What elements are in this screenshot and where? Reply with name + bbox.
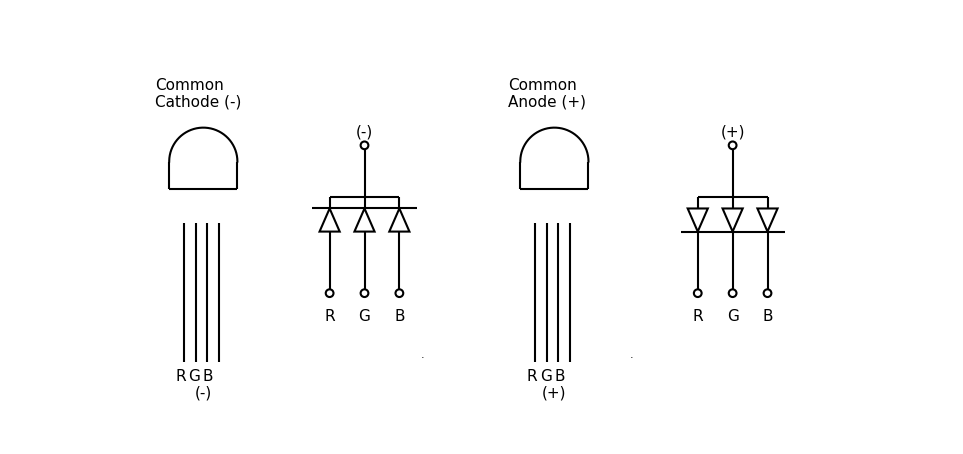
Text: (-): (-) [356,124,373,139]
Text: .: . [630,350,634,360]
Text: (-): (-) [195,385,212,400]
Text: .: . [421,350,425,360]
Text: R: R [325,309,335,324]
Text: G: G [727,309,739,324]
Text: G: G [540,369,552,384]
Text: G: G [188,369,200,384]
Text: R: R [692,309,703,324]
Text: G: G [358,309,371,324]
Text: B: B [555,369,565,384]
Text: R: R [175,369,186,384]
Text: Common
Cathode (-): Common Cathode (-) [155,78,242,110]
Text: R: R [527,369,537,384]
Text: Common
Anode (+): Common Anode (+) [508,78,586,110]
Text: B: B [394,309,404,324]
Text: (+): (+) [720,124,744,139]
Text: (+): (+) [542,385,566,400]
Text: B: B [763,309,772,324]
Text: B: B [202,369,213,384]
